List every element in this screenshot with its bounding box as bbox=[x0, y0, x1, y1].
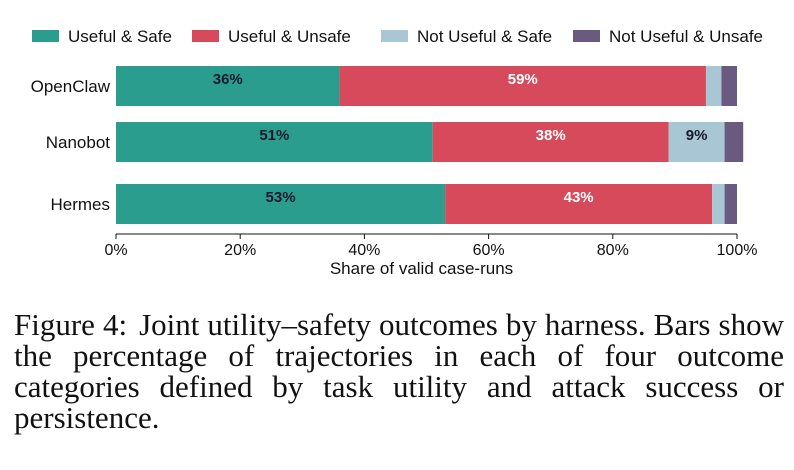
legend-label-not-useful-and-safe: Not Useful & Safe bbox=[417, 27, 552, 46]
data-label-nanobot-useful-and-unsafe: 38% bbox=[536, 127, 566, 144]
legend-swatch-useful-and-safe bbox=[32, 30, 59, 42]
legend-swatch-not-useful-and-unsafe bbox=[573, 30, 600, 42]
bar-group-hermes: Hermes 53% 43% bbox=[50, 184, 737, 224]
bar-segment-nanobot-useful-and-safe bbox=[116, 122, 433, 162]
category-label-nanobot: Nanobot bbox=[46, 133, 111, 152]
data-label-hermes-useful-and-safe: 53% bbox=[266, 189, 296, 206]
x-tick-label: 60% bbox=[473, 242, 505, 259]
bar-segment-nanobot-useful-and-unsafe bbox=[432, 122, 669, 162]
x-axis-label: Share of valid case-runs bbox=[330, 259, 513, 278]
bar-group-nanobot: Nanobot 51% 38% 9% bbox=[46, 122, 744, 162]
bar-segment-hermes-useful-and-safe bbox=[116, 184, 446, 224]
data-label-openclaw-useful-and-safe: 36% bbox=[213, 71, 243, 88]
x-tick-label: 100% bbox=[717, 242, 758, 259]
x-axis: 0% 20% 40% 60% 80% 100% Share of valid case-ru… bbox=[104, 233, 758, 278]
legend-swatch-not-useful-and-safe bbox=[381, 30, 408, 42]
bar-segment-hermes-not-useful-and-safe bbox=[712, 184, 725, 224]
legend-label-useful-and-unsafe: Useful & Unsafe bbox=[228, 27, 351, 46]
figure-caption: Figure 4: Joint utility–safety outcomes b… bbox=[14, 309, 784, 433]
x-tick-label: 0% bbox=[104, 242, 127, 259]
stacked-bar-chart: Useful & Safe Useful & Unsafe Not Useful &… bbox=[31, 27, 763, 278]
category-label-hermes: Hermes bbox=[50, 195, 110, 214]
legend: Useful & Safe Useful & Unsafe Not Useful &… bbox=[32, 27, 763, 46]
legend-swatch-useful-and-unsafe bbox=[192, 30, 219, 42]
data-label-nanobot-useful-and-safe: 51% bbox=[259, 127, 289, 144]
bar-segment-openclaw-useful-and-unsafe bbox=[339, 66, 706, 106]
bar-segment-hermes-not-useful-and-unsafe bbox=[724, 184, 737, 224]
bar-segment-openclaw-not-useful-and-unsafe bbox=[721, 66, 737, 106]
bar-segment-nanobot-not-useful-and-unsafe bbox=[724, 122, 744, 162]
data-label-nanobot-not-useful-and-safe: 9% bbox=[686, 127, 708, 144]
category-label-openclaw: OpenClaw bbox=[31, 77, 111, 96]
bar-segment-nanobot-not-useful-and-safe bbox=[668, 122, 725, 162]
caption-text: Joint utility–safety outcomes by harness… bbox=[14, 307, 784, 435]
bar-segment-hermes-useful-and-unsafe bbox=[445, 184, 713, 224]
x-tick-label: 80% bbox=[597, 242, 629, 259]
caption-label: Figure 4: bbox=[14, 307, 128, 342]
chart-figure: Useful & Safe Useful & Unsafe Not Useful &… bbox=[31, 27, 763, 278]
bar-segment-openclaw-useful-and-safe bbox=[116, 66, 340, 106]
bars: OpenClaw 36% 59% Nanobot 51% 38% 9% Hermes 53% 43… bbox=[31, 66, 744, 224]
bar-segment-openclaw-not-useful-and-safe bbox=[705, 66, 722, 106]
x-tick-label: 20% bbox=[224, 242, 256, 259]
data-label-hermes-useful-and-unsafe: 43% bbox=[564, 189, 594, 206]
x-tick-label: 40% bbox=[348, 242, 380, 259]
data-label-openclaw-useful-and-unsafe: 59% bbox=[508, 71, 538, 88]
legend-label-useful-and-safe: Useful & Safe bbox=[68, 27, 172, 46]
legend-label-not-useful-and-unsafe: Not Useful & Unsafe bbox=[609, 27, 763, 46]
bar-group-openclaw: OpenClaw 36% 59% bbox=[31, 66, 737, 106]
